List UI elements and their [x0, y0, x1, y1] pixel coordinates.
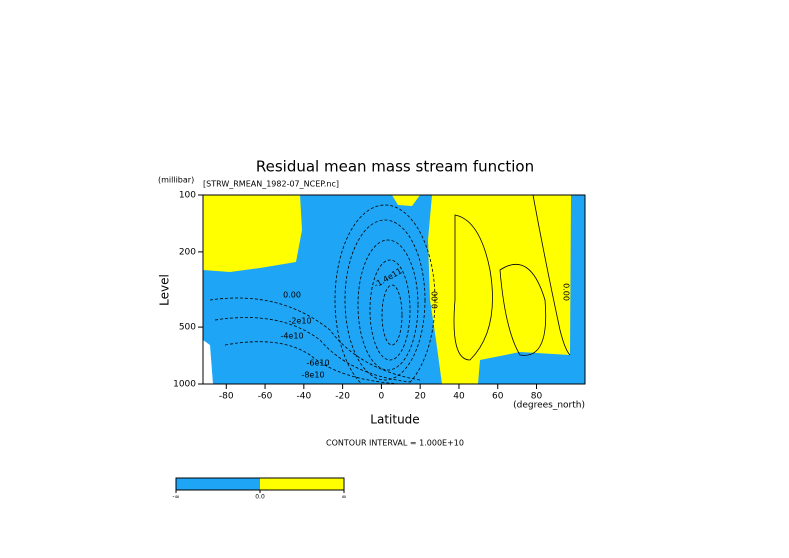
colorbar: -∞ 0.0 ∞	[172, 477, 347, 501]
colorbar-label: 0.0	[255, 494, 265, 501]
contour-label: 0.00	[562, 283, 571, 301]
positive-contours	[453, 195, 571, 361]
x-unit: (degrees_north)	[513, 401, 585, 411]
y-unit: (millibar)	[158, 176, 194, 185]
contour-label: -8e10	[301, 371, 324, 380]
y-tick-label: 500	[179, 323, 196, 333]
x-tick-label: 80	[531, 392, 543, 402]
y-tick-label: 100	[179, 191, 196, 201]
positive-region	[392, 195, 585, 384]
contour-label: -2e10	[288, 317, 311, 326]
colorbar-label: ∞	[342, 494, 347, 501]
x-tick-label: 20	[414, 392, 426, 402]
colorbar-label: -∞	[172, 494, 179, 501]
positive-region	[203, 195, 302, 272]
contour-label: 0.00	[283, 291, 301, 300]
y-tick-label: 200	[179, 247, 196, 257]
y-axis-label: Level	[158, 274, 172, 306]
contour-label: -4e10	[280, 332, 303, 341]
plot-frame	[202, 194, 586, 385]
x-axis-label: Latitude	[370, 413, 419, 427]
negative-contours	[209, 204, 436, 384]
footer: CONTOUR INTERVAL = 1.000E+10	[326, 439, 464, 448]
x-tick-label: 40	[453, 392, 465, 402]
x-tick-label: 0	[379, 392, 385, 402]
colorbar-swatch	[260, 478, 344, 490]
x-tick-label: -60	[258, 392, 273, 402]
contour-label: -6e10	[306, 359, 329, 368]
x-tick-label: 60	[492, 392, 504, 402]
plot-area	[203, 195, 585, 384]
x-tick-label: -20	[335, 392, 350, 402]
colorbar-swatch	[176, 478, 260, 490]
subtitle: [STRW_RMEAN_1982-07_NCEP.nc]	[203, 180, 339, 189]
x-tick-label: -40	[296, 392, 311, 402]
x-tick-label: -80	[219, 392, 234, 402]
y-tick-label: 1000	[173, 380, 196, 390]
contour-label: 0.00	[431, 291, 440, 309]
chart-title: Residual mean mass stream function	[256, 158, 534, 176]
missing-region	[203, 340, 213, 384]
